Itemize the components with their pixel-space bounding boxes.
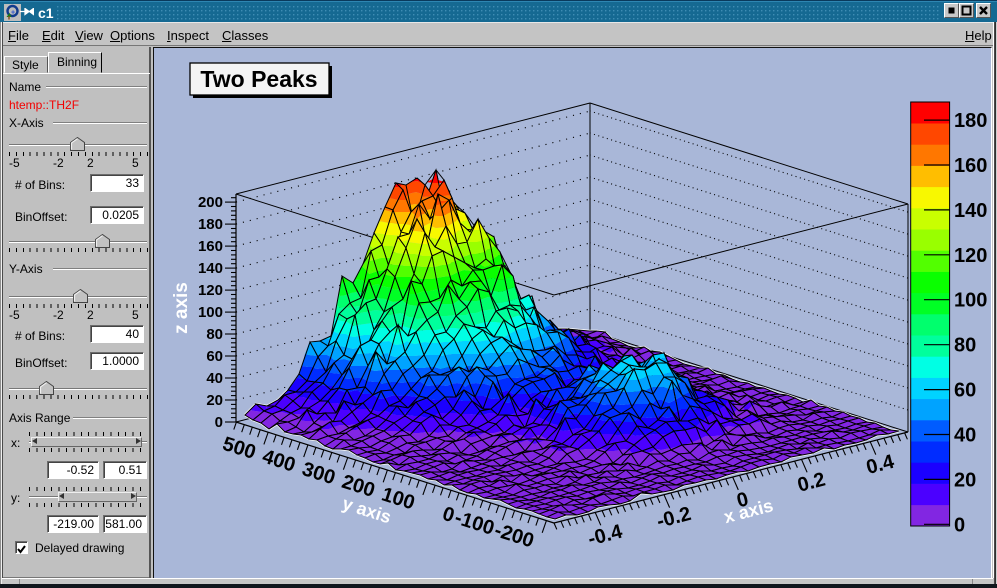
- svg-text:0.4: 0.4: [864, 451, 897, 479]
- svg-text:160: 160: [954, 155, 987, 177]
- svg-text:20: 20: [954, 469, 976, 491]
- svg-text:z axis: z axis: [171, 282, 192, 334]
- svg-text:200: 200: [198, 194, 223, 211]
- svg-text:400: 400: [260, 446, 298, 477]
- svg-text:140: 140: [954, 200, 987, 222]
- svg-text:80: 80: [954, 335, 976, 357]
- svg-text:100: 100: [954, 290, 987, 312]
- svg-text:0: 0: [954, 514, 965, 536]
- svg-text:0: 0: [735, 488, 751, 512]
- svg-text:120: 120: [198, 282, 223, 299]
- svg-text:100: 100: [198, 304, 223, 321]
- svg-text:60: 60: [954, 380, 976, 402]
- svg-text:40: 40: [206, 370, 223, 387]
- svg-text:180: 180: [954, 110, 987, 132]
- svg-text:-100: -100: [452, 507, 497, 540]
- svg-text:Two Peaks: Two Peaks: [200, 66, 317, 92]
- svg-text:0.2: 0.2: [795, 468, 827, 496]
- svg-text:160: 160: [198, 238, 223, 255]
- svg-text:180: 180: [198, 216, 223, 233]
- svg-text:-200: -200: [492, 519, 537, 552]
- svg-text:-0.4: -0.4: [586, 520, 626, 550]
- svg-text:0: 0: [215, 414, 223, 431]
- svg-text:80: 80: [206, 326, 223, 343]
- svg-text:120: 120: [954, 245, 987, 267]
- svg-text:60: 60: [206, 348, 223, 365]
- svg-text:x axis: x axis: [722, 495, 775, 527]
- svg-text:300: 300: [299, 458, 337, 489]
- svg-text:140: 140: [198, 260, 223, 277]
- svg-text:-0.2: -0.2: [655, 503, 694, 533]
- svg-text:+: +: [11, 10, 15, 17]
- svg-text:500: 500: [220, 433, 258, 464]
- svg-text:20: 20: [206, 392, 223, 409]
- svg-text:40: 40: [954, 425, 976, 447]
